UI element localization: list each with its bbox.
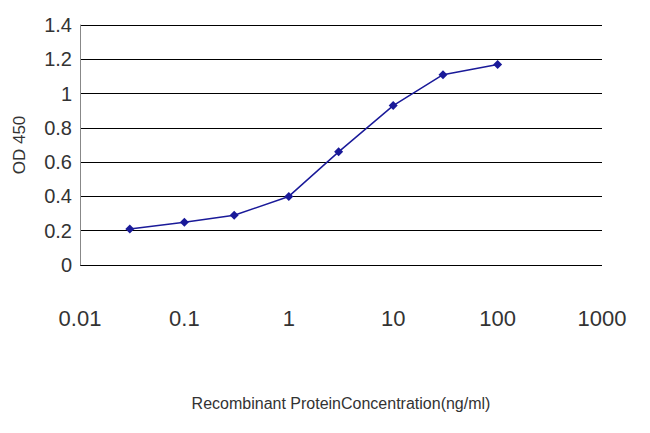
svg-text:0.6: 0.6 xyxy=(44,151,72,173)
svg-text:1.2: 1.2 xyxy=(44,48,72,70)
svg-text:1.4: 1.4 xyxy=(44,14,72,36)
svg-text:OD 450: OD 450 xyxy=(10,116,29,175)
svg-text:0.01: 0.01 xyxy=(59,306,102,331)
svg-text:0.1: 0.1 xyxy=(169,306,200,331)
svg-text:10: 10 xyxy=(381,306,405,331)
svg-text:Recombinant ProteinConcentrati: Recombinant ProteinConcentration(ng/ml) xyxy=(192,395,491,412)
svg-text:0.4: 0.4 xyxy=(44,185,72,207)
svg-text:100: 100 xyxy=(479,306,516,331)
svg-text:0: 0 xyxy=(61,254,72,276)
svg-text:0.2: 0.2 xyxy=(44,220,72,242)
svg-text:1: 1 xyxy=(283,306,295,331)
svg-text:1000: 1000 xyxy=(578,306,627,331)
svg-text:0.8: 0.8 xyxy=(44,117,72,139)
svg-text:1: 1 xyxy=(61,83,72,105)
